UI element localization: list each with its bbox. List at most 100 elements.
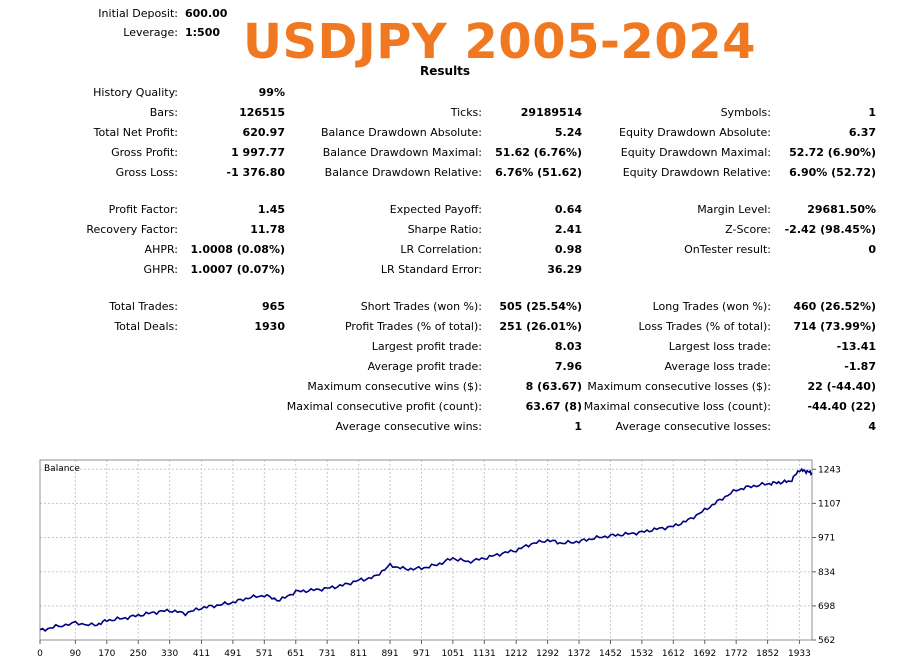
stat-label: Maximum consecutive wins ($): xyxy=(307,380,482,393)
x-tick-label: 811 xyxy=(350,649,367,659)
x-tick-label: 170 xyxy=(98,649,115,659)
stat-value: 1.0007 (0.07%) xyxy=(190,263,286,276)
stat-value: -2.42 (98.45%) xyxy=(784,223,876,236)
stat-label: Balance Drawdown Relative: xyxy=(324,166,482,179)
stat-value: 0.98 xyxy=(554,243,582,256)
stat-label: Maximal consecutive loss (count): xyxy=(583,400,771,413)
x-tick-label: 571 xyxy=(256,649,273,659)
y-tick-label: 834 xyxy=(818,568,835,578)
stat-label: Recovery Factor: xyxy=(86,223,178,236)
leverage-value: 1:500 xyxy=(185,26,221,39)
stat-value: 8.03 xyxy=(554,340,582,353)
stat-value: 29189514 xyxy=(520,106,582,119)
x-tick-label: 411 xyxy=(193,649,210,659)
stat-value: 1 xyxy=(574,420,582,433)
stat-value: 6.76% (51.62) xyxy=(495,166,582,179)
y-tick-label: 562 xyxy=(818,636,835,646)
x-tick-label: 651 xyxy=(287,649,304,659)
stat-label: LR Standard Error: xyxy=(380,263,482,276)
stat-label: Average consecutive wins: xyxy=(335,420,482,433)
stat-value: 51.62 (6.76%) xyxy=(495,146,582,159)
stat-label: Gross Loss: xyxy=(115,166,178,179)
x-tick-label: 971 xyxy=(413,649,430,659)
stat-label: Equity Drawdown Relative: xyxy=(622,166,771,179)
stat-value: 0.64 xyxy=(554,203,582,216)
stat-label: Average loss trade: xyxy=(664,360,771,373)
stat-label: Equity Drawdown Absolute: xyxy=(619,126,771,139)
stat-value: 22 (-44.40) xyxy=(807,380,876,393)
stat-label: Balance Drawdown Maximal: xyxy=(322,146,482,159)
y-tick-label: 971 xyxy=(818,533,835,543)
stat-value: 1 xyxy=(868,106,876,119)
stat-label: Loss Trades (% of total): xyxy=(638,320,771,333)
stat-value: 1930 xyxy=(254,320,285,333)
stat-value: 0 xyxy=(868,243,876,256)
stat-value: 1.45 xyxy=(257,203,285,216)
stat-value: 965 xyxy=(262,300,285,313)
leverage-label: Leverage: xyxy=(123,26,178,39)
stat-value: 63.67 (8) xyxy=(525,400,582,413)
stat-label: Sharpe Ratio: xyxy=(407,223,482,236)
stat-label: Maximal consecutive profit (count): xyxy=(286,400,482,413)
stat-value: 4 xyxy=(868,420,876,433)
x-tick-label: 891 xyxy=(381,649,398,659)
stat-label: Largest profit trade: xyxy=(371,340,482,353)
stat-value: 620.97 xyxy=(242,126,285,139)
stat-label: AHPR: xyxy=(144,243,178,256)
x-tick-label: 1852 xyxy=(756,649,779,659)
initial-deposit-value: 600.00 xyxy=(185,7,228,20)
stat-label: Short Trades (won %): xyxy=(360,300,482,313)
stat-value: 99% xyxy=(258,86,285,99)
chart-title: Balance xyxy=(44,464,80,474)
stat-value: 52.72 (6.90%) xyxy=(789,146,876,159)
stat-label: Equity Drawdown Maximal: xyxy=(620,146,771,159)
stat-label: Expected Payoff: xyxy=(389,203,482,216)
stat-value: 714 (73.99%) xyxy=(793,320,876,333)
x-tick-label: 1452 xyxy=(599,649,622,659)
stat-value: 126515 xyxy=(239,106,285,119)
y-axis-ticks: 562 698 834 971 1107 1243 xyxy=(812,465,841,646)
stat-label: Symbols: xyxy=(720,106,771,119)
stat-label: Total Deals: xyxy=(114,320,178,333)
stat-label: Total Trades: xyxy=(109,300,178,313)
stat-label: Ticks: xyxy=(450,106,482,119)
initial-deposit-label: Initial Deposit: xyxy=(98,7,178,20)
stat-label: Profit Factor: xyxy=(108,203,178,216)
stat-value: 6.37 xyxy=(848,126,876,139)
x-tick-label: 1051 xyxy=(441,649,464,659)
stat-label: Z-Score: xyxy=(725,223,771,236)
stat-value: 29681.50% xyxy=(807,203,876,216)
stat-value: 7.96 xyxy=(554,360,582,373)
balance-line xyxy=(39,467,813,632)
stat-label: Largest loss trade: xyxy=(668,340,771,353)
stat-value: 11.78 xyxy=(250,223,285,236)
stat-label: Margin Level: xyxy=(697,203,771,216)
stat-value: 8 (63.67) xyxy=(525,380,582,393)
y-tick-label: 698 xyxy=(818,602,835,612)
x-tick-label: 1292 xyxy=(536,649,559,659)
stat-value: 5.24 xyxy=(554,126,582,139)
stat-value: 460 (26.52%) xyxy=(793,300,876,313)
stat-label: OnTester result: xyxy=(684,243,771,256)
stat-label: Long Trades (won %): xyxy=(652,300,771,313)
x-tick-label: 1212 xyxy=(505,649,528,659)
x-tick-label: 1532 xyxy=(630,649,653,659)
x-tick-label: 1131 xyxy=(473,649,496,659)
stat-value: 251 (26.01%) xyxy=(499,320,582,333)
x-tick-label: 90 xyxy=(70,649,82,659)
stat-value: 2.41 xyxy=(554,223,582,236)
stat-value: 1 997.77 xyxy=(231,146,285,159)
chart-frame xyxy=(39,459,813,641)
x-tick-label: 1772 xyxy=(725,649,748,659)
x-axis-ticks: 0 90 170 250 330 411 491 571 651 731 811 891 971 1051… xyxy=(37,640,811,659)
x-tick-label: 1612 xyxy=(662,649,685,659)
stat-label: Maximum consecutive losses ($): xyxy=(587,380,771,393)
stat-label: Bars: xyxy=(149,106,178,119)
results-title: Results xyxy=(420,64,471,78)
stat-label: Balance Drawdown Absolute: xyxy=(320,126,482,139)
stat-value: 1.0008 (0.08%) xyxy=(190,243,286,256)
report-banner-title: USDJPY 2005-2024 xyxy=(243,14,757,70)
stat-value: -13.41 xyxy=(836,340,876,353)
stat-value: -44.40 (22) xyxy=(807,400,876,413)
x-tick-label: 1372 xyxy=(568,649,591,659)
